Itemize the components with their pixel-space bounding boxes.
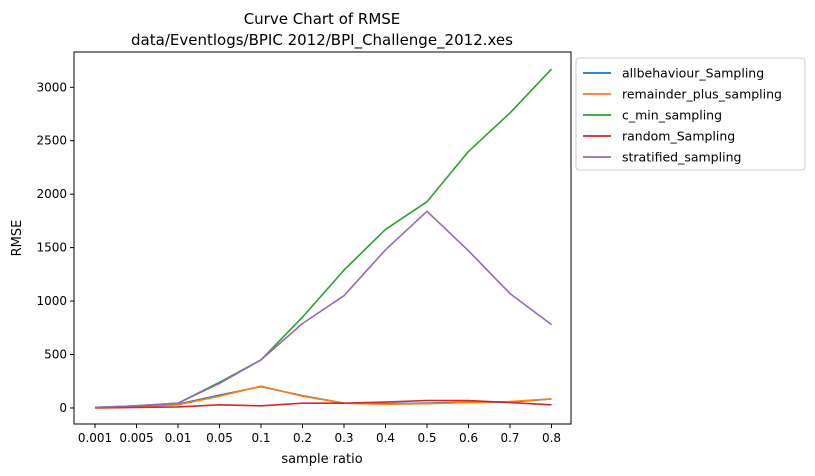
x-axis-label: sample ratio	[281, 452, 362, 467]
x-tick-label: 0.01	[165, 431, 192, 445]
legend-box	[575, 57, 806, 171]
x-tick-label: 0.1	[251, 431, 270, 445]
x-tick-label: 0.7	[500, 431, 519, 445]
x-tick-label: 0.5	[417, 431, 436, 445]
legend-label: c_min_sampling	[622, 108, 722, 123]
y-tick-label: 2500	[36, 134, 67, 148]
x-tick-label: 0.4	[376, 431, 395, 445]
x-tick-label: 0.8	[542, 431, 561, 445]
chart-subtitle: data/Eventlogs/BPIC 2012/BPI_Challenge_2…	[131, 31, 513, 50]
series-line-random-sampling	[94, 399, 552, 409]
x-tick-label: 0.005	[119, 431, 153, 445]
y-axis-label: RMSE	[10, 220, 25, 257]
series-line-c-min-sampling	[94, 68, 553, 409]
x-tick-label: 0.6	[459, 431, 478, 445]
legend-label: allbehaviour_Sampling	[622, 66, 764, 81]
x-tick-label: 0.2	[293, 431, 312, 445]
legend: allbehaviour_Sampling remainder_plus_samp…	[575, 57, 806, 171]
series-line-remainder-plus-sampling	[94, 385, 552, 409]
legend-label: stratified_sampling	[622, 150, 741, 165]
y-tick-label: 2000	[36, 187, 67, 201]
x-axis-ticks: 0.001 0.005 0.01 0.05 0.1 0.2 0.3 0.4 0.5 0.6 0.7 0…	[78, 424, 561, 445]
x-tick-label: 0.3	[334, 431, 353, 445]
legend-label: random_Sampling	[622, 129, 735, 144]
y-tick-label: 1500	[36, 241, 67, 255]
legend-label: remainder_plus_sampling	[622, 87, 782, 102]
y-tick-label: 0	[59, 401, 67, 415]
x-tick-label: 0.001	[78, 431, 112, 445]
plot-lines	[94, 68, 553, 409]
y-tick-label: 1000	[36, 294, 67, 308]
y-tick-label: 3000	[36, 80, 67, 94]
chart-title: Curve Chart of RMSE	[244, 10, 401, 28]
series-line-stratified-sampling	[94, 210, 552, 409]
y-axis-ticks: 0 500 1000 1500 2000 2500 3000	[36, 80, 74, 415]
x-tick-label: 0.05	[206, 431, 233, 445]
plot-frame	[73, 51, 572, 425]
y-tick-label: 500	[44, 348, 67, 362]
